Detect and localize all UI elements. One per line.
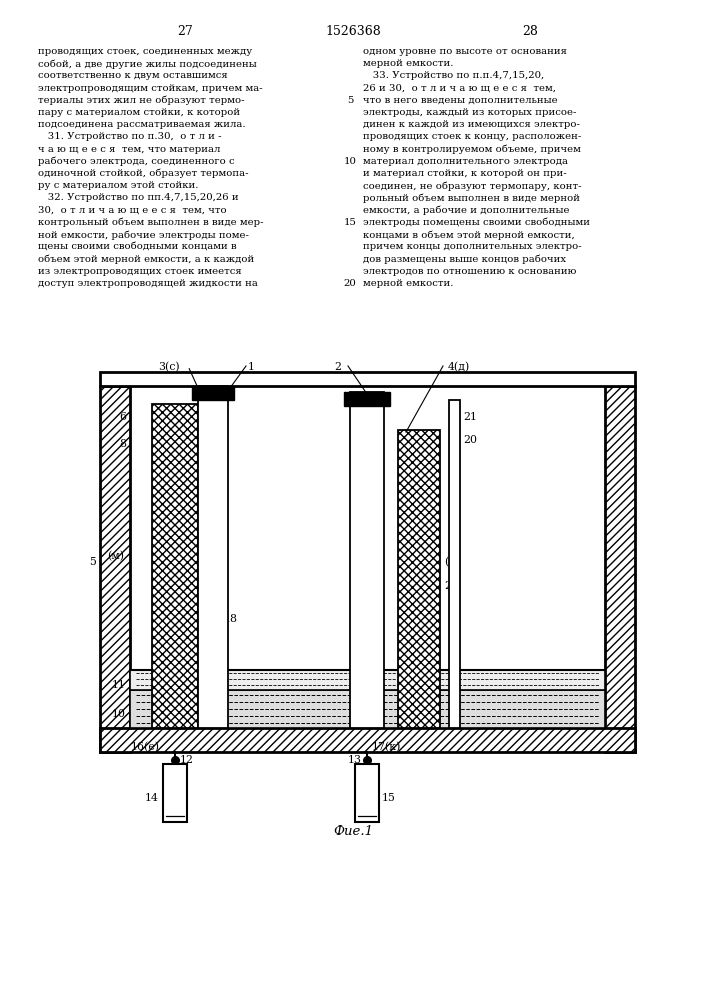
Text: 16(е): 16(е) [131, 742, 160, 752]
Text: (м): (м) [107, 551, 124, 561]
Text: 15: 15 [344, 218, 356, 227]
Bar [605, 386, 635, 752]
Text: подсоединена рассматриваемая жила.: подсоединена рассматриваемая жила. [38, 120, 245, 129]
Text: 2: 2 [334, 362, 341, 372]
Bar [163, 764, 187, 822]
Text: одиночной стойкой, образует термопа-: одиночной стойкой, образует термопа- [38, 169, 248, 178]
Bar [100, 386, 130, 752]
Bar [100, 728, 635, 752]
Bar [130, 690, 605, 728]
Text: 28: 28 [522, 25, 538, 38]
Text: 33. Устройство по п.п.4,7,15,20,: 33. Устройство по п.п.4,7,15,20, [363, 71, 544, 80]
Text: 30,  о т л и ч а ю щ е е с я  тем, что: 30, о т л и ч а ю щ е е с я тем, что [38, 206, 227, 215]
Text: мерной емкости.: мерной емкости. [363, 59, 453, 68]
Text: (г): (г) [444, 557, 458, 567]
Text: из электропроводящих стоек имеется: из электропроводящих стоек имеется [38, 267, 242, 276]
Text: 6: 6 [119, 412, 126, 422]
Text: 14: 14 [145, 793, 159, 803]
Text: 32. Устройство по пп.4,7,15,20,26 и: 32. Устройство по пп.4,7,15,20,26 и [38, 193, 239, 202]
Bar [355, 764, 379, 822]
Text: 19: 19 [360, 629, 374, 639]
Text: 20: 20 [463, 435, 477, 445]
Text: проводящих стоек к концу, расположен-: проводящих стоек к концу, расположен- [363, 132, 581, 141]
Text: и материал стойки, к которой он при-: и материал стойки, к которой он при- [363, 169, 566, 178]
Text: 15: 15 [382, 793, 396, 803]
Text: электропроводящим стойкам, причем ма-: электропроводящим стойкам, причем ма- [38, 84, 262, 93]
Text: 13: 13 [348, 755, 362, 765]
Text: 31. Устройство по п.30,  о т л и -: 31. Устройство по п.30, о т л и - [38, 132, 221, 141]
Bar [344, 392, 390, 406]
Text: пару с материалом стойки, к которой: пару с материалом стойки, к которой [38, 108, 240, 117]
Text: териалы этих жил не образуют термо-: териалы этих жил не образуют термо- [38, 96, 245, 105]
Text: 8: 8 [119, 439, 126, 449]
Text: рабочего электрода, соединенного с: рабочего электрода, соединенного с [38, 157, 235, 166]
Bar [449, 400, 460, 728]
Text: 4(д): 4(д) [448, 362, 470, 372]
Text: электродов по отношению к основанию: электродов по отношению к основанию [363, 267, 576, 276]
Text: 10: 10 [344, 157, 356, 166]
Text: 21: 21 [463, 412, 477, 422]
Text: электроды помещены своими свободными: электроды помещены своими свободными [363, 218, 590, 227]
Text: электроды, каждый из которых присое-: электроды, каждый из которых присое- [363, 108, 576, 117]
Text: 17(к): 17(к) [372, 742, 402, 752]
Text: ч а ю щ е е с я  тем, что материал: ч а ю щ е е с я тем, что материал [38, 145, 221, 154]
Text: ному в контролируемом объеме, причем: ному в контролируемом объеме, причем [363, 145, 581, 154]
Text: концами в объем этой мерной емкости,: концами в объем этой мерной емкости, [363, 230, 575, 239]
Text: динен к каждой из имеющихся электро-: динен к каждой из имеющихся электро- [363, 120, 580, 129]
Text: рольный объем выполнен в виде мерной: рольный объем выполнен в виде мерной [363, 193, 580, 203]
Text: 10: 10 [112, 709, 126, 719]
Text: причем концы дополнительных электро-: причем концы дополнительных электро- [363, 242, 582, 251]
Text: 26 и 30,  о т л и ч а ю щ е е с я  тем,: 26 и 30, о т л и ч а ю щ е е с я тем, [363, 84, 556, 93]
Text: 18: 18 [224, 614, 238, 624]
Text: 5: 5 [89, 557, 96, 567]
Text: 1: 1 [248, 362, 255, 372]
Text: 22: 22 [444, 581, 458, 591]
Text: объем этой мерной емкости, а к каждой: объем этой мерной емкости, а к каждой [38, 254, 255, 264]
Text: 11: 11 [112, 680, 126, 690]
Bar [100, 372, 635, 386]
Bar [152, 404, 198, 728]
Text: 9: 9 [414, 468, 421, 478]
Text: собой, а две другие жилы подсоединены: собой, а две другие жилы подсоединены [38, 59, 257, 69]
Text: 5: 5 [347, 96, 354, 105]
Text: дов размещены выше концов рабочих: дов размещены выше концов рабочих [363, 254, 566, 264]
Bar [130, 670, 605, 690]
Text: доступ электропроводящей жидкости на: доступ электропроводящей жидкости на [38, 279, 258, 288]
Text: щены своими свободными концами в: щены своими свободными концами в [38, 242, 237, 251]
Text: ной емкости, рабочие электроды поме-: ной емкости, рабочие электроды поме- [38, 230, 249, 239]
Text: емкости, а рабочие и дополнительные: емкости, а рабочие и дополнительные [363, 206, 570, 215]
Text: соответственно к двум оставшимся: соответственно к двум оставшимся [38, 71, 228, 80]
Text: материал дополнительного электрода: материал дополнительного электрода [363, 157, 568, 166]
Text: 3(с): 3(с) [158, 362, 180, 372]
Text: проводящих стоек, соединенных между: проводящих стоек, соединенных между [38, 47, 252, 56]
Text: одном уровне по высоте от основания: одном уровне по высоте от основания [363, 47, 567, 56]
Bar [398, 430, 440, 728]
Text: 12: 12 [180, 755, 194, 765]
Text: мерной емкости.: мерной емкости. [363, 279, 453, 288]
Text: 27: 27 [177, 25, 193, 38]
Bar [192, 386, 234, 400]
Text: соединен, не образуют термопару, конт-: соединен, не образуют термопару, конт- [363, 181, 581, 191]
Text: 20: 20 [344, 279, 356, 288]
Text: 1526368: 1526368 [325, 25, 381, 38]
Text: Фие.1: Фие.1 [333, 825, 373, 838]
Text: 7: 7 [414, 442, 421, 452]
Text: что в него введены дополнительные: что в него введены дополнительные [363, 96, 558, 105]
Bar [198, 386, 228, 728]
Bar [350, 392, 384, 728]
Text: ру с материалом этой стойки.: ру с материалом этой стойки. [38, 181, 199, 190]
Text: контрольный объем выполнен в виде мер-: контрольный объем выполнен в виде мер- [38, 218, 264, 227]
